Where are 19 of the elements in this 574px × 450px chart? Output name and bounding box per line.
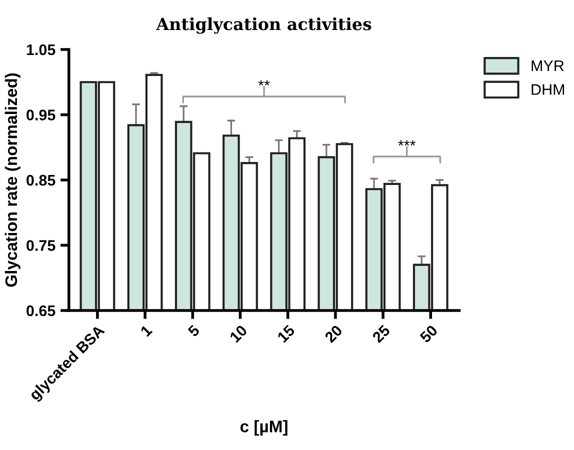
annotation: ***	[398, 140, 416, 146]
x-tick-label: 10	[229, 324, 248, 343]
legend-label: MYR	[532, 60, 564, 72]
y-axis-title: Glycation rate (normalized)	[4, 73, 20, 287]
y-tick-label: 0.75	[26, 240, 56, 251]
x-tick-label: 15	[276, 324, 296, 343]
x-tick-label: 20	[324, 324, 343, 344]
annotation: **	[258, 80, 270, 86]
x-tick-label: 5	[187, 324, 200, 338]
x-axis-title: c [µM]	[240, 420, 288, 436]
y-tick-label: 1.05	[26, 44, 56, 56]
x-tick-label: 1	[140, 324, 153, 337]
x-tick-label: 25	[372, 324, 391, 344]
legend-label: DHM	[532, 84, 564, 95]
x-tick-label: 50	[419, 324, 438, 344]
y-tick-label: 0.85	[26, 174, 56, 186]
y-tick-label: 0.65	[26, 305, 56, 316]
chart-title: Antiglycation activities	[156, 17, 372, 34]
y-tick-label: 0.95	[26, 110, 56, 120]
